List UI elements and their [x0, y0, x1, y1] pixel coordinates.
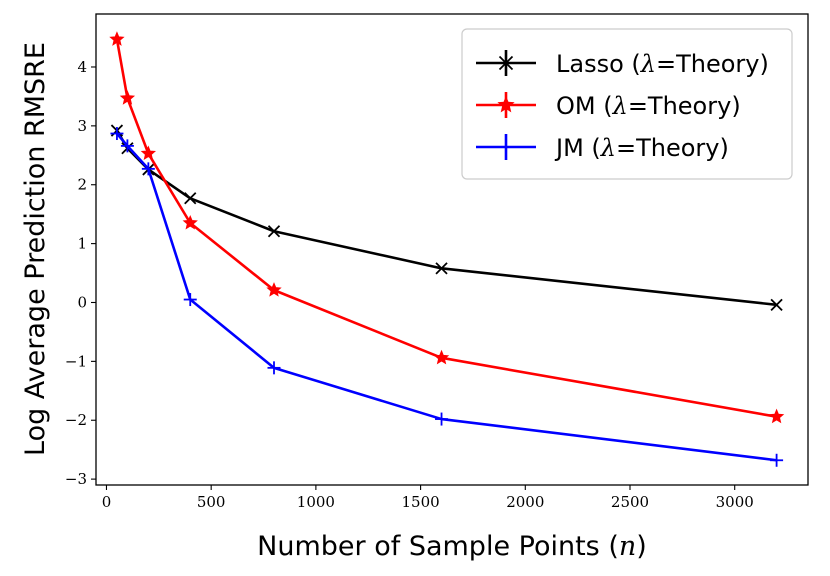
data-point [183, 293, 197, 307]
data-point [433, 349, 450, 365]
ticks-layer: 0 500 1000 1500 2000 2500 3000 −3 −2 −1 0 1 2 3 4 [65, 58, 754, 511]
y-tick-label: 2 [77, 176, 87, 194]
x-tick-label: 1500 [401, 493, 439, 511]
y-tick-label: −2 [65, 411, 87, 429]
data-point [119, 90, 136, 105]
data-point [110, 127, 124, 141]
data-point [141, 162, 155, 176]
data-point [140, 145, 157, 161]
x-tick-label: 0 [102, 493, 112, 511]
x-tick-label: 2000 [506, 493, 544, 511]
data-point [267, 225, 281, 238]
y-axis-label: Log Average Prediction RMSRE [20, 42, 51, 456]
y-tick-label: 4 [77, 58, 87, 76]
legend-label: Lasso (λ=Theory) [556, 50, 769, 78]
legend-label: JM (λ=Theory) [554, 134, 729, 162]
data-point [184, 192, 197, 205]
data-point [120, 139, 134, 153]
data-point [770, 298, 783, 311]
series-1 [109, 31, 785, 424]
series-layer [109, 31, 785, 467]
x-axis-label: Number of Sample Points (n) [257, 531, 647, 562]
data-point [182, 214, 198, 230]
data-point [435, 412, 449, 426]
legend-label: OM (λ=Theory) [556, 92, 741, 120]
series-2 [110, 127, 784, 467]
x-tick-label: 2500 [611, 493, 649, 511]
x-tick-label: 1000 [297, 493, 335, 511]
data-point [435, 262, 448, 275]
x-tick-label: 500 [197, 493, 226, 511]
y-tick-label: −1 [65, 352, 87, 370]
data-point [109, 31, 125, 46]
y-tick-label: 0 [77, 293, 87, 311]
legend-item: OM (λ=Theory) [476, 92, 741, 120]
legend: Lasso (λ=Theory) OM (λ=Theory) JM (λ=Theor… [461, 28, 793, 180]
y-tick-label: −3 [65, 470, 87, 488]
data-point [768, 408, 785, 424]
legend-item: Lasso (λ=Theory) [476, 50, 769, 78]
data-point [770, 453, 784, 467]
data-point [267, 361, 281, 375]
legend-marker [498, 55, 514, 71]
legend-frame [461, 28, 793, 180]
y-tick-label: 1 [77, 235, 87, 253]
legend-marker [497, 95, 515, 113]
data-point [266, 282, 282, 297]
legend-marker [498, 139, 514, 155]
plot-frame [95, 13, 809, 486]
x-tick-label: 3000 [716, 493, 754, 511]
y-tick-label: 3 [77, 117, 87, 135]
legend-item: JM (λ=Theory) [476, 134, 729, 162]
